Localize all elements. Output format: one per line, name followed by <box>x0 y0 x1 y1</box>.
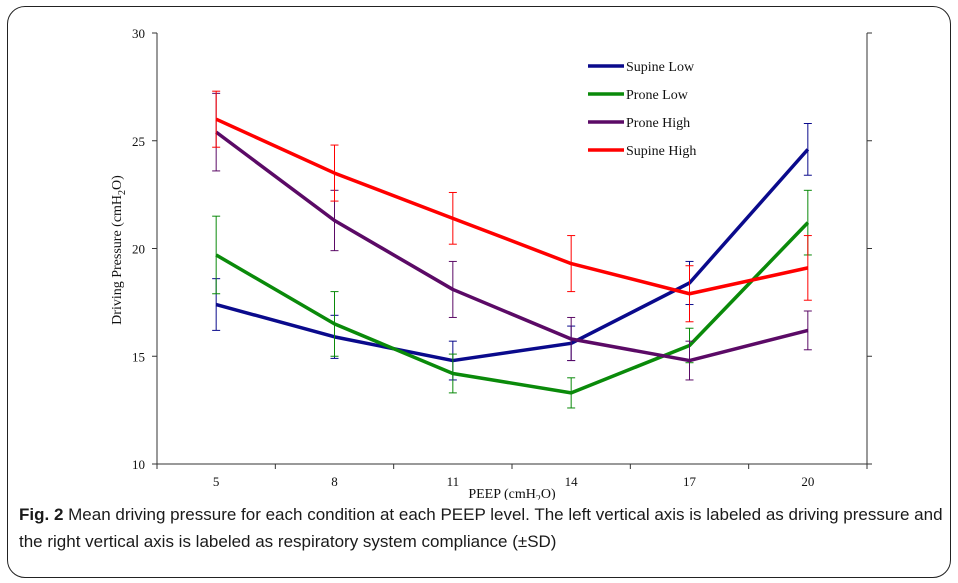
legend-label: Prone High <box>626 116 690 131</box>
series-supine-low <box>212 123 812 381</box>
figure-frame <box>7 6 951 578</box>
x-tick-label: 17 <box>683 474 697 489</box>
series-line <box>215 148 810 363</box>
legend-label: Prone Low <box>626 88 689 103</box>
x-tick-label: 5 <box>213 474 220 489</box>
legend-label: Supine High <box>626 144 696 159</box>
y-tick-label: 20 <box>132 242 145 257</box>
caption-label: Fig. 2 <box>19 505 64 524</box>
series-line <box>215 117 809 296</box>
chart-legend: Supine Low Prone Low Prone High Supine High <box>588 60 696 159</box>
x-tick-label: 11 <box>447 474 460 489</box>
x-tick-label: 20 <box>801 474 814 489</box>
caption-text: Mean driving pressure for each condition… <box>19 505 943 551</box>
x-axis-label: PEEP (cmH2O) <box>468 487 556 500</box>
chart-axes <box>156 33 868 465</box>
y-tick-label: 15 <box>132 349 145 364</box>
x-tick-label: 8 <box>331 474 338 489</box>
series-prone-high <box>212 92 812 381</box>
y-tick-label: 25 <box>132 134 145 149</box>
legend-label: Supine Low <box>626 60 695 75</box>
y-tick-label: 30 <box>132 26 145 41</box>
series-supine-high <box>212 90 812 323</box>
y-axis-label: Driving Pressure (cmH2O) <box>110 175 128 325</box>
y-tick-label: 10 <box>132 457 145 472</box>
x-ticks: 5 8 11 14 17 20 <box>156 464 868 489</box>
series-line <box>215 130 809 363</box>
line-chart: 10 15 20 25 30 5 8 11 14 17 20 Driving Pressure (… <box>110 26 872 500</box>
x-tick-label: 14 <box>565 474 579 489</box>
figure-caption: Fig. 2 Mean driving pressure for each co… <box>19 501 947 555</box>
y-ticks: 10 15 20 25 30 <box>132 26 872 472</box>
series-line <box>215 221 810 395</box>
series-prone-low <box>212 189 812 409</box>
series-group <box>212 90 812 409</box>
